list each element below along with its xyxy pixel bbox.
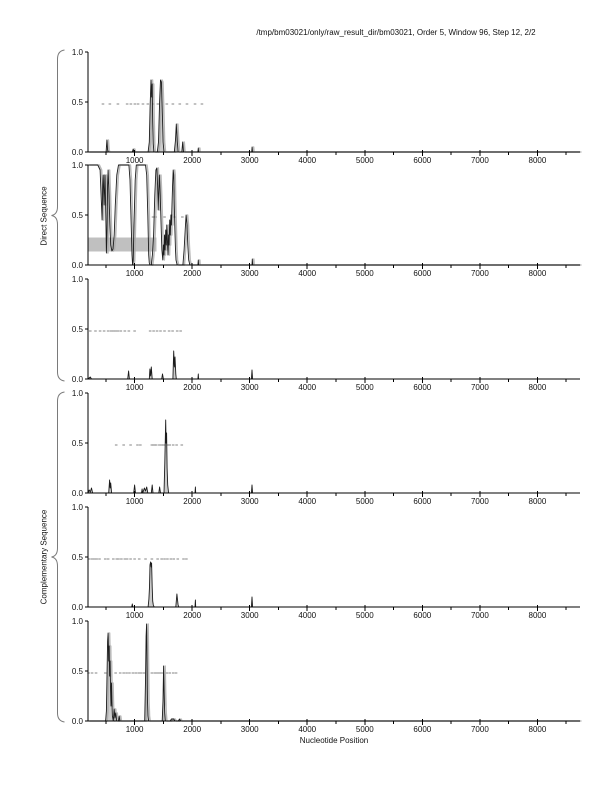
x-tick-label: 8000 xyxy=(529,383,547,392)
x-tick-label: 4000 xyxy=(298,725,316,734)
subplot-complementary-2: 0.0 0.5 1.0 1000 2000 3000 4000 5000 6000 7000 800… xyxy=(72,503,580,620)
axes-spines xyxy=(87,279,580,380)
x-tick-label: 7000 xyxy=(471,156,489,165)
x-tick-label: 5000 xyxy=(356,611,374,620)
x-tick-label: 8000 xyxy=(529,156,547,165)
x-tick-label: 2000 xyxy=(183,269,201,278)
y-tick-label: 1.0 xyxy=(72,161,84,170)
y-tick-label: 0.0 xyxy=(72,261,84,270)
x-tick-label: 2000 xyxy=(183,497,201,506)
curve-fill xyxy=(88,562,580,607)
y-tick-label: 0.0 xyxy=(72,148,84,157)
subplot-direct-1: 0.0 0.5 1.0 1000 2000 3000 4000 5000 6000 7000 800… xyxy=(72,48,582,165)
x-tick-label: 8000 xyxy=(529,611,547,620)
y-tick-label: 1.0 xyxy=(72,48,84,57)
subplot-direct-3: 0.0 0.5 1.0 1000 2000 3000 4000 5000 6000 7000 800… xyxy=(72,275,580,392)
x-tick-label: 7000 xyxy=(471,725,489,734)
x-tick-label: 5000 xyxy=(356,383,374,392)
x-tick-label: 8000 xyxy=(529,725,547,734)
subplot-direct-2: 0.0 0.5 1.0 1000 2000 3000 4000 5000 6000 7000 800… xyxy=(72,161,582,278)
figure-title: /tmp/bm03021/only/raw_result_dir/bm03021… xyxy=(256,28,536,37)
y-tick-label: 1.0 xyxy=(72,275,84,284)
x-tick-label: 1000 xyxy=(126,497,144,506)
x-tick-label: 6000 xyxy=(413,497,431,506)
curve-fill xyxy=(88,420,580,493)
x-tick-label: 3000 xyxy=(241,725,259,734)
axes-spines xyxy=(87,393,580,494)
y-tick-label: 0.5 xyxy=(72,98,84,107)
x-tick-label: 3000 xyxy=(241,156,259,165)
y-tick-label: 0.0 xyxy=(72,717,84,726)
x-axis-label: Nucleotide Position xyxy=(299,736,369,745)
x-tick-label: 1000 xyxy=(126,725,144,734)
y-tick-label: 0.5 xyxy=(72,439,84,448)
y-tick-label: 0.0 xyxy=(72,603,84,612)
x-tick-label: 6000 xyxy=(413,611,431,620)
subplot-complementary-3: 0.0 0.5 1.0 1000 2000 3000 4000 5000 6000 7000 800… xyxy=(72,617,582,734)
curve-fill xyxy=(88,351,580,379)
probability-curve xyxy=(87,419,580,494)
x-tick-label: 7000 xyxy=(471,383,489,392)
x-tick-label: 4000 xyxy=(298,611,316,620)
y-tick-label: 0.5 xyxy=(72,667,84,676)
x-tick-label: 3000 xyxy=(241,269,259,278)
y-tick-label: 0.5 xyxy=(72,211,84,220)
x-tick-label: 6000 xyxy=(413,383,431,392)
y-tick-label: 1.0 xyxy=(72,503,84,512)
probability-curve xyxy=(87,350,580,380)
x-tick-label: 3000 xyxy=(241,383,259,392)
y-tick-label: 0.0 xyxy=(72,375,84,384)
y-tick-label: 1.0 xyxy=(72,617,84,626)
y-tick-label: 0.0 xyxy=(72,489,84,498)
x-tick-label: 5000 xyxy=(356,725,374,734)
highlight-band xyxy=(88,237,157,252)
x-tick-label: 8000 xyxy=(529,269,547,278)
x-tick-label: 3000 xyxy=(241,611,259,620)
y-tick-label: 1.0 xyxy=(72,389,84,398)
x-tick-label: 5000 xyxy=(356,497,374,506)
x-tick-label: 5000 xyxy=(356,269,374,278)
x-tick-label: 2000 xyxy=(183,611,201,620)
x-tick-label: 7000 xyxy=(471,611,489,620)
x-tick-label: 4000 xyxy=(298,383,316,392)
x-tick-label: 2000 xyxy=(183,383,201,392)
x-tick-label: 1000 xyxy=(126,156,144,165)
x-tick-label: 1000 xyxy=(126,611,144,620)
x-tick-label: 7000 xyxy=(471,269,489,278)
x-tick-label: 4000 xyxy=(298,497,316,506)
x-tick-label: 6000 xyxy=(413,269,431,278)
x-tick-label: 7000 xyxy=(471,497,489,506)
x-tick-label: 6000 xyxy=(413,156,431,165)
x-tick-label: 6000 xyxy=(413,725,431,734)
x-tick-label: 4000 xyxy=(298,269,316,278)
x-tick-label: 1000 xyxy=(126,269,144,278)
y-tick-label: 0.5 xyxy=(72,325,84,334)
subplot-complementary-1: 0.0 0.5 1.0 1000 2000 3000 4000 5000 6000 7000 800… xyxy=(72,389,580,506)
y-tick-label: 0.5 xyxy=(72,553,84,562)
x-tick-label: 5000 xyxy=(356,156,374,165)
complementary-sequence-brace xyxy=(51,391,65,723)
x-tick-label: 8000 xyxy=(529,497,547,506)
x-tick-label: 3000 xyxy=(241,497,259,506)
axes-spines xyxy=(87,507,580,608)
x-tick-label: 2000 xyxy=(183,725,201,734)
probability-curve xyxy=(88,561,580,608)
x-tick-label: 1000 xyxy=(126,383,144,392)
axes-spines xyxy=(87,621,580,722)
direct-sequence-brace xyxy=(51,49,65,382)
x-tick-label: 4000 xyxy=(298,156,316,165)
x-tick-label: 2000 xyxy=(183,156,201,165)
